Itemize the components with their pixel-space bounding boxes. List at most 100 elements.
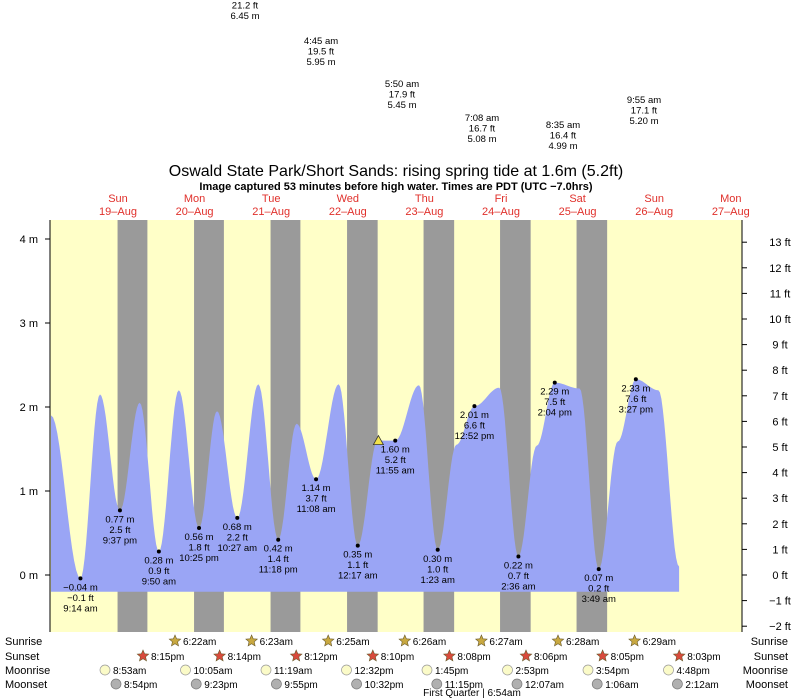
tide-label: 0.42 m [264, 544, 293, 555]
right-tick-label: 9 ft [772, 340, 787, 352]
offscale-label: 4:45 am [304, 36, 338, 47]
tide-point [552, 380, 557, 385]
sunset-star-icon [442, 649, 456, 662]
sunset-time: 8:14pm [228, 652, 261, 663]
right-tick-label: 8 ft [772, 365, 787, 377]
tide-annotation: 0.07 m0.2 ft3:49 am [582, 567, 616, 605]
tide-label: 3.7 ft [306, 494, 327, 505]
sunset-time: 8:10pm [381, 652, 414, 663]
sunset-star-icon [213, 649, 227, 662]
right-tick-label: −2 ft [769, 621, 791, 633]
tide-annotation: 0.30 m1.0 ft1:23 am [421, 547, 455, 586]
tide-annotation: 2.33 m7.6 ft3:27 pm [619, 377, 653, 415]
tide-label: 1.1 ft [347, 560, 368, 571]
tide-label: 2.5 ft [109, 525, 130, 536]
moonrise-time: 11:19am [274, 666, 312, 677]
tide-label: 2.2 ft [227, 532, 248, 543]
tide-point [516, 554, 521, 559]
day-date: 22–Aug [329, 206, 367, 218]
tide-point [117, 508, 122, 513]
day-name: Sun [644, 193, 664, 205]
tide-point [393, 438, 398, 443]
sunset-row-label: Sunset [5, 651, 39, 663]
moonset-time: 8:54pm [124, 680, 157, 691]
sunrise-row-label: Sunrise [5, 636, 42, 648]
tide-label: 0.28 m [144, 555, 173, 566]
sunrise-time: 6:25am [336, 637, 369, 648]
sunrise-star-icon [628, 634, 642, 647]
sunset-time: 8:15pm [151, 652, 184, 663]
moonset-icon [591, 678, 603, 690]
right-tick-label: 6 ft [772, 416, 787, 428]
right-tick-label: 13 ft [769, 237, 790, 249]
moonrise-icon [663, 664, 674, 676]
tide-label: 9:50 am [142, 576, 176, 587]
sunset-time: 8:12pm [304, 652, 337, 663]
tide-point [435, 547, 440, 552]
tide-label: 12:17 am [338, 571, 378, 582]
offscale-label: 4.99 m [548, 141, 577, 152]
moonrise-icon [180, 664, 191, 676]
tide-label: 0.30 m [423, 554, 452, 565]
moonrise-time: 10:05am [194, 666, 233, 677]
tide-label: 3:49 am [582, 594, 616, 605]
offscale-label: 5.45 m [387, 100, 416, 111]
left-tick-label: 1 m [20, 486, 38, 498]
offscale-label: 5.95 m [306, 57, 335, 68]
tide-label: 0.35 m [343, 550, 372, 561]
day-date: 20–Aug [176, 206, 214, 218]
sunset-star-icon [672, 649, 686, 662]
offscale-label: 5.08 m [467, 134, 496, 145]
day-date: 23–Aug [405, 206, 443, 218]
moonrise-row-label: Moonrise [5, 665, 50, 677]
astro-rows: Sunrise Sunrise Sunset Sunset Moonrise Moonri… [5, 634, 788, 699]
moonset-icon [431, 678, 443, 690]
moonrise-time: 8:53am [113, 666, 146, 677]
tide-label: 0.68 m [223, 522, 252, 533]
tide-annotation: 0.77 m2.5 ft9:37 pm [103, 508, 137, 546]
offscale-label: 6.45 m [230, 11, 259, 22]
day-name: Wed [337, 193, 359, 205]
sunrise-time: 6:27am [489, 637, 522, 648]
offscale-label: 5:50 am [385, 79, 419, 90]
tide-annotation: −0.04 m−0.1 ft9:14 am [63, 576, 98, 614]
sunrise-star-icon [245, 634, 259, 647]
tide-label: 9:14 am [63, 603, 97, 614]
offscale-high: 3:48 am21.2 ft6.45 m [228, 0, 262, 22]
tide-label: 2:36 am [501, 582, 535, 593]
sunset-star-icon [289, 649, 303, 662]
right-tick-label: 12 ft [769, 263, 790, 275]
day-name: Sun [108, 193, 128, 205]
moonset-time: 9:23pm [204, 680, 237, 691]
tide-label: 11:55 am [376, 466, 415, 477]
sunset-star-icon [136, 649, 150, 662]
day-date: 19–Aug [99, 206, 137, 218]
tide-annotation: 2.29 m7.5 ft2:04 pm [538, 380, 572, 419]
day-date: 24–Aug [482, 206, 520, 218]
right-tick-label: 10 ft [769, 314, 790, 326]
right-tick-label: 7 ft [772, 391, 787, 403]
day-name: Sat [569, 193, 586, 205]
tide-label: 2:04 pm [538, 408, 572, 419]
moonrise-icon [502, 664, 513, 676]
current-level-marker [372, 434, 385, 446]
tide-label: 5.2 ft [385, 455, 406, 466]
tide-label: 1.4 ft [268, 554, 289, 565]
moonset-icon [511, 678, 523, 690]
moonrise-icon [341, 664, 352, 676]
axes: 0 m 1 m 2 m 3 m 4 m −2 ft −1 ft 0 ft 1 ft 2 ft 3 f… [20, 220, 791, 633]
offscale-label: 17.9 ft [389, 90, 416, 101]
offscale-label: 8:35 am [546, 120, 580, 131]
tide-label: 7.6 ft [625, 394, 646, 405]
tide-annotation: 0.28 m0.9 ft9:50 am [142, 549, 176, 587]
tide-label: 0.22 m [504, 561, 533, 572]
sunrise-star-icon [168, 634, 182, 647]
right-tick-label: −1 ft [769, 596, 791, 608]
sunrise-star-icon [321, 634, 335, 647]
moonset-icon [190, 678, 202, 690]
sunrise-time: 6:26am [413, 637, 446, 648]
tide-label: 0.77 m [105, 514, 134, 525]
tide-annotation: 0.22 m0.7 ft2:36 am [501, 554, 536, 593]
